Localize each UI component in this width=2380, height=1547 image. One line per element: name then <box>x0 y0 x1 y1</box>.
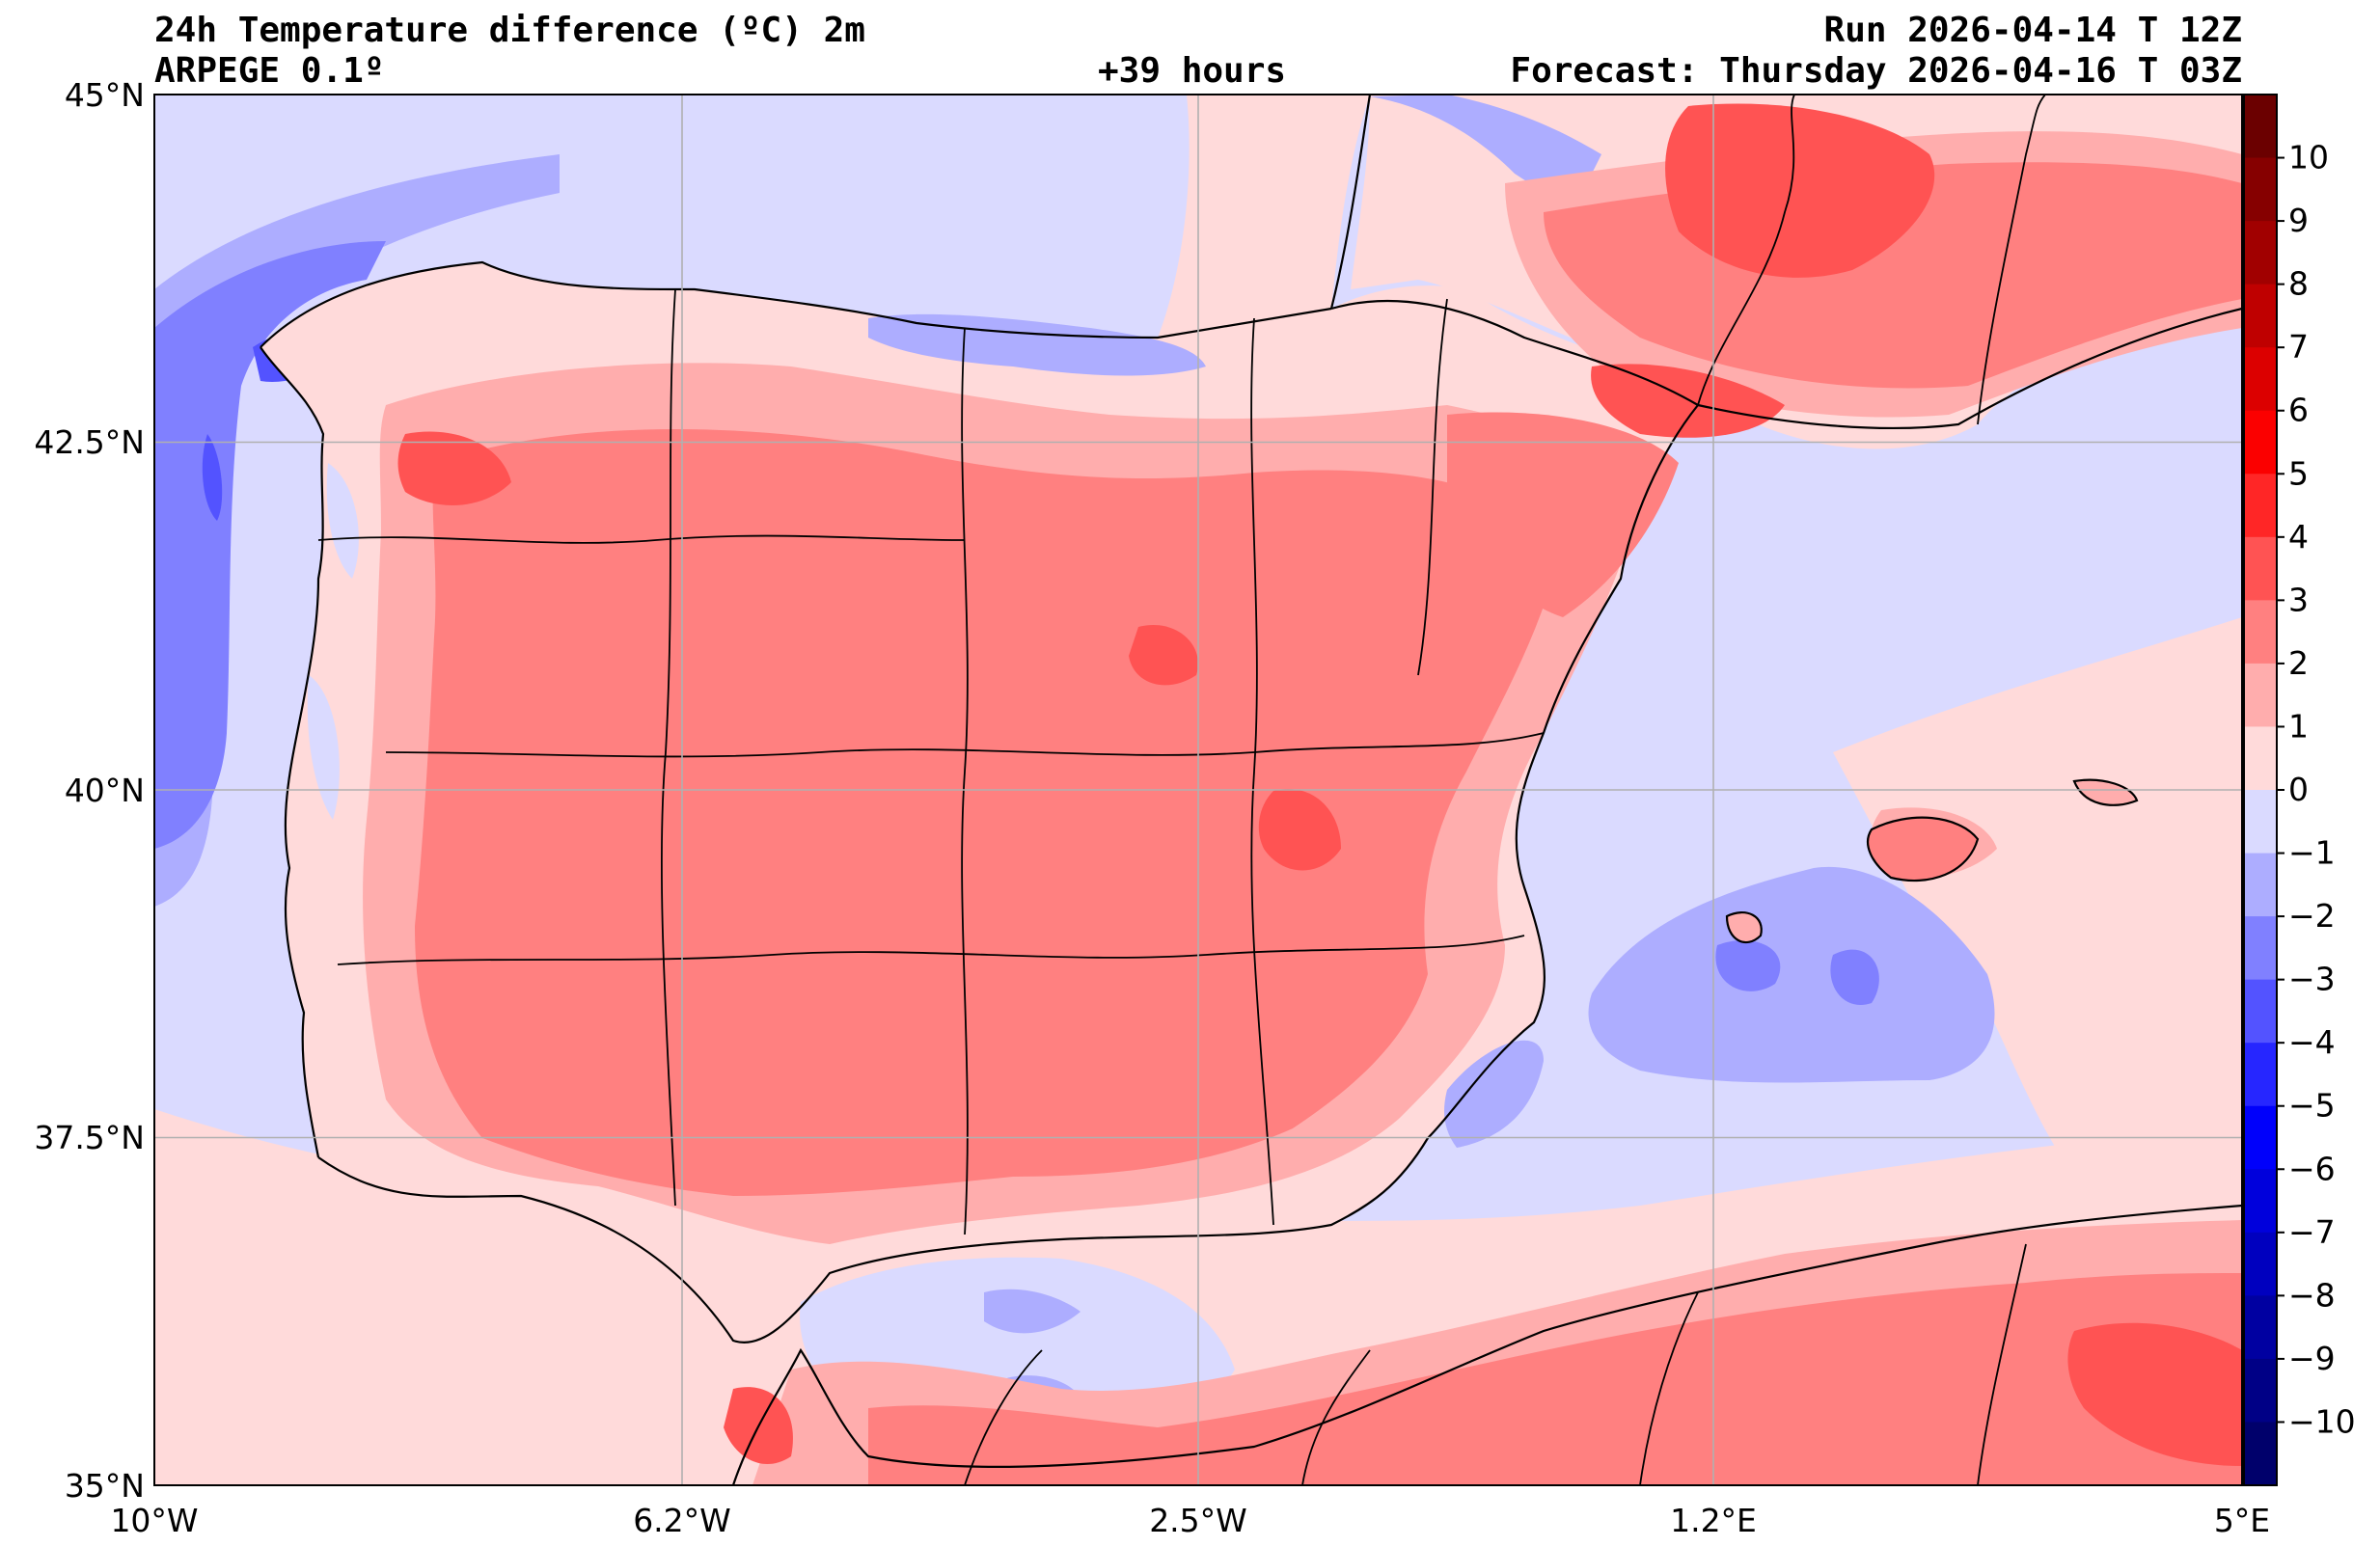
warm-patches-level-3 <box>397 103 2242 1466</box>
colorbar-label: −5 <box>2288 1087 2336 1125</box>
lat-tick-label: 37.5°N <box>34 1119 145 1156</box>
colorbar-swatch <box>2244 979 2277 1044</box>
colorbar-label: −3 <box>2288 961 2336 998</box>
colorbar-label: 7 <box>2288 328 2309 366</box>
borders <box>260 95 2242 1485</box>
balearic-cool-deep-2 <box>1830 949 1879 1005</box>
model-label: ARPEGE 0.1º <box>154 51 385 91</box>
lead-time-label: +39 hours <box>1098 51 1287 91</box>
colorbar-swatch <box>2244 600 2277 665</box>
colorbar-swatch <box>2244 157 2277 222</box>
colorbar-swatch <box>2244 663 2277 727</box>
balearic-cool-area <box>1588 866 1995 1083</box>
colorbar <box>2244 95 2277 1486</box>
lat-tick-label: 40°N <box>65 772 145 809</box>
lat-tick-label: 42.5°N <box>34 423 145 461</box>
lon-tick-label: 10°W <box>110 1502 198 1539</box>
lat-tick-label: 35°N <box>65 1467 145 1505</box>
colorbar-swatch <box>2244 916 2277 981</box>
colorbar-swatch <box>2244 474 2277 538</box>
lon-tick-label: 2.5°W <box>1149 1502 1247 1539</box>
colorbar-label: 1 <box>2288 707 2309 745</box>
atlantic-cool-band-1 <box>154 154 560 907</box>
valencia-coast-cool <box>1444 1040 1544 1148</box>
colorbar-label: 6 <box>2288 392 2309 429</box>
colorbar-swatch <box>2244 221 2277 285</box>
balearic-cool-deep <box>1715 939 1781 991</box>
run-label: Run 2026-04-14 T 12Z <box>1823 11 2242 50</box>
colorbar-label: 3 <box>2288 581 2309 618</box>
colorbar-swatch <box>2244 95 2277 159</box>
colorbar-swatch <box>2244 1169 2277 1234</box>
colorbar-swatch <box>2244 1105 2277 1170</box>
atlantic-cool-band-2 <box>154 241 386 849</box>
colorbar-swatch <box>2244 347 2277 412</box>
colorbar-label: −4 <box>2288 1023 2336 1061</box>
lon-tick-label: 5°E <box>2214 1502 2270 1539</box>
colorbar-label: 8 <box>2288 265 2309 303</box>
france-land <box>1158 95 1370 338</box>
colorbar-swatch <box>2244 1358 2277 1423</box>
colorbar-swatch <box>2244 1232 2277 1296</box>
lat-tick-label: 45°N <box>65 76 145 114</box>
mallorca-island <box>1868 817 1978 882</box>
colorbar-swatch <box>2244 284 2277 348</box>
colorbar-swatch <box>2244 1295 2277 1360</box>
ibiza-island <box>1727 912 1762 943</box>
colorbar-label: 5 <box>2288 454 2309 492</box>
colorbar-label: −2 <box>2288 897 2336 935</box>
colorbar-label: −8 <box>2288 1276 2336 1314</box>
colorbar-label: −9 <box>2288 1340 2336 1377</box>
colorbar-label: 0 <box>2288 771 2309 808</box>
galicia-cool-spot <box>326 463 359 579</box>
atlantic-cool-spot <box>202 434 223 521</box>
lat-axis: 45°N 42.5°N 40°N 37.5°N 35°N <box>34 76 145 1505</box>
portugal-coast-cool <box>307 675 340 820</box>
colorbar-swatch <box>2244 410 2277 475</box>
sea-warm-band-east <box>1833 617 2242 1215</box>
colorbar-swatch <box>2244 726 2277 791</box>
warm-patches-level-2 <box>415 162 2242 1485</box>
colorbar-swatch <box>2244 790 2277 855</box>
lon-tick-label: 6.2°W <box>633 1502 731 1539</box>
colorbar-swatch <box>2244 1043 2277 1107</box>
colorbar-swatch <box>2244 1422 2277 1486</box>
biscay-cool-strip <box>1370 95 1601 197</box>
colorbar-label: 9 <box>2288 202 2309 239</box>
alboran-cool-spot <box>984 1289 1081 1334</box>
map-frame <box>153 94 2243 1486</box>
colorbar-label: 10 <box>2288 139 2329 176</box>
map-title: 24h Temperature difference (ºC) 2m <box>154 11 865 50</box>
map-area <box>154 95 2242 1485</box>
grid-lines <box>154 95 2242 1485</box>
colorbar-label: 4 <box>2288 518 2309 556</box>
forecast-label: Forecast: Thursday 2026-04-16 T 03Z <box>1510 51 2242 91</box>
colorbar-label: −1 <box>2288 834 2336 872</box>
lon-tick-label: 1.2°E <box>1670 1502 1757 1539</box>
colorbar-swatch <box>2244 536 2277 601</box>
colorbar-label: 2 <box>2288 644 2309 682</box>
lon-axis: 10°W 6.2°W 2.5°W 1.2°E 5°E <box>110 1502 2270 1539</box>
colorbar-swatch <box>2244 853 2277 917</box>
cantabrian-cool-strip <box>868 313 1206 376</box>
colorbar-label: −6 <box>2288 1150 2336 1187</box>
colorbar-label: −10 <box>2288 1402 2356 1440</box>
colorbar-label: −7 <box>2288 1213 2336 1251</box>
